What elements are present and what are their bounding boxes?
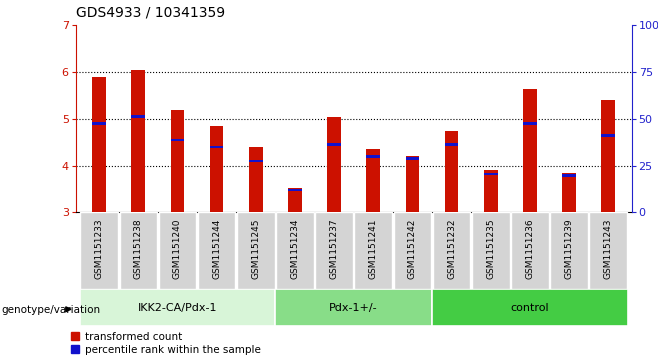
Bar <box>275 289 432 326</box>
Bar <box>550 212 588 289</box>
Bar <box>367 155 380 158</box>
Bar <box>562 175 576 177</box>
Text: GSM1151237: GSM1151237 <box>330 219 339 279</box>
Bar <box>249 160 263 162</box>
Bar <box>445 131 459 212</box>
Bar <box>120 212 157 289</box>
Bar <box>511 212 549 289</box>
Text: Pdx-1+/-: Pdx-1+/- <box>330 303 378 313</box>
Text: GDS4933 / 10341359: GDS4933 / 10341359 <box>76 5 225 19</box>
Bar <box>210 126 224 212</box>
Text: GSM1151242: GSM1151242 <box>408 219 417 279</box>
Text: IKK2-CA/Pdx-1: IKK2-CA/Pdx-1 <box>138 303 217 313</box>
Bar <box>472 212 509 289</box>
Text: GSM1151243: GSM1151243 <box>603 219 613 279</box>
Bar <box>432 289 628 326</box>
Text: GSM1151234: GSM1151234 <box>290 219 299 279</box>
Bar <box>601 134 615 136</box>
Text: GSM1151240: GSM1151240 <box>173 219 182 279</box>
Bar <box>327 117 341 212</box>
Bar <box>393 212 431 289</box>
Bar <box>523 122 537 125</box>
Bar <box>433 212 470 289</box>
Bar <box>445 143 459 146</box>
Bar <box>484 170 497 212</box>
Bar <box>170 139 184 141</box>
Bar <box>92 122 106 125</box>
Bar <box>590 212 627 289</box>
Text: GSM1151232: GSM1151232 <box>447 219 456 279</box>
Text: control: control <box>511 303 549 313</box>
Text: GSM1151241: GSM1151241 <box>368 219 378 279</box>
Text: GSM1151244: GSM1151244 <box>212 219 221 279</box>
Bar <box>601 100 615 212</box>
Bar <box>355 212 392 289</box>
Text: GSM1151245: GSM1151245 <box>251 219 261 279</box>
Bar <box>80 212 118 289</box>
Bar <box>210 146 224 148</box>
Bar <box>237 212 274 289</box>
Bar <box>315 212 353 289</box>
Bar <box>92 77 106 212</box>
Bar <box>484 173 497 175</box>
Bar <box>288 188 302 212</box>
Bar <box>562 173 576 212</box>
Bar <box>276 212 314 289</box>
Bar <box>405 157 419 160</box>
Bar <box>405 156 419 212</box>
Bar <box>327 143 341 146</box>
Bar <box>159 212 196 289</box>
Text: genotype/variation: genotype/variation <box>1 305 101 315</box>
Bar <box>132 115 145 118</box>
Text: GSM1151236: GSM1151236 <box>525 219 534 279</box>
Text: GSM1151233: GSM1151233 <box>95 219 104 279</box>
Bar <box>80 289 275 326</box>
Legend: transformed count, percentile rank within the sample: transformed count, percentile rank withi… <box>71 332 261 355</box>
Text: GSM1151235: GSM1151235 <box>486 219 495 279</box>
Text: GSM1151238: GSM1151238 <box>134 219 143 279</box>
Bar <box>132 70 145 212</box>
Bar <box>288 188 302 191</box>
Bar <box>198 212 236 289</box>
Text: GSM1151239: GSM1151239 <box>565 219 574 279</box>
Bar <box>170 110 184 212</box>
Bar <box>523 89 537 212</box>
Bar <box>367 149 380 212</box>
Bar <box>249 147 263 212</box>
